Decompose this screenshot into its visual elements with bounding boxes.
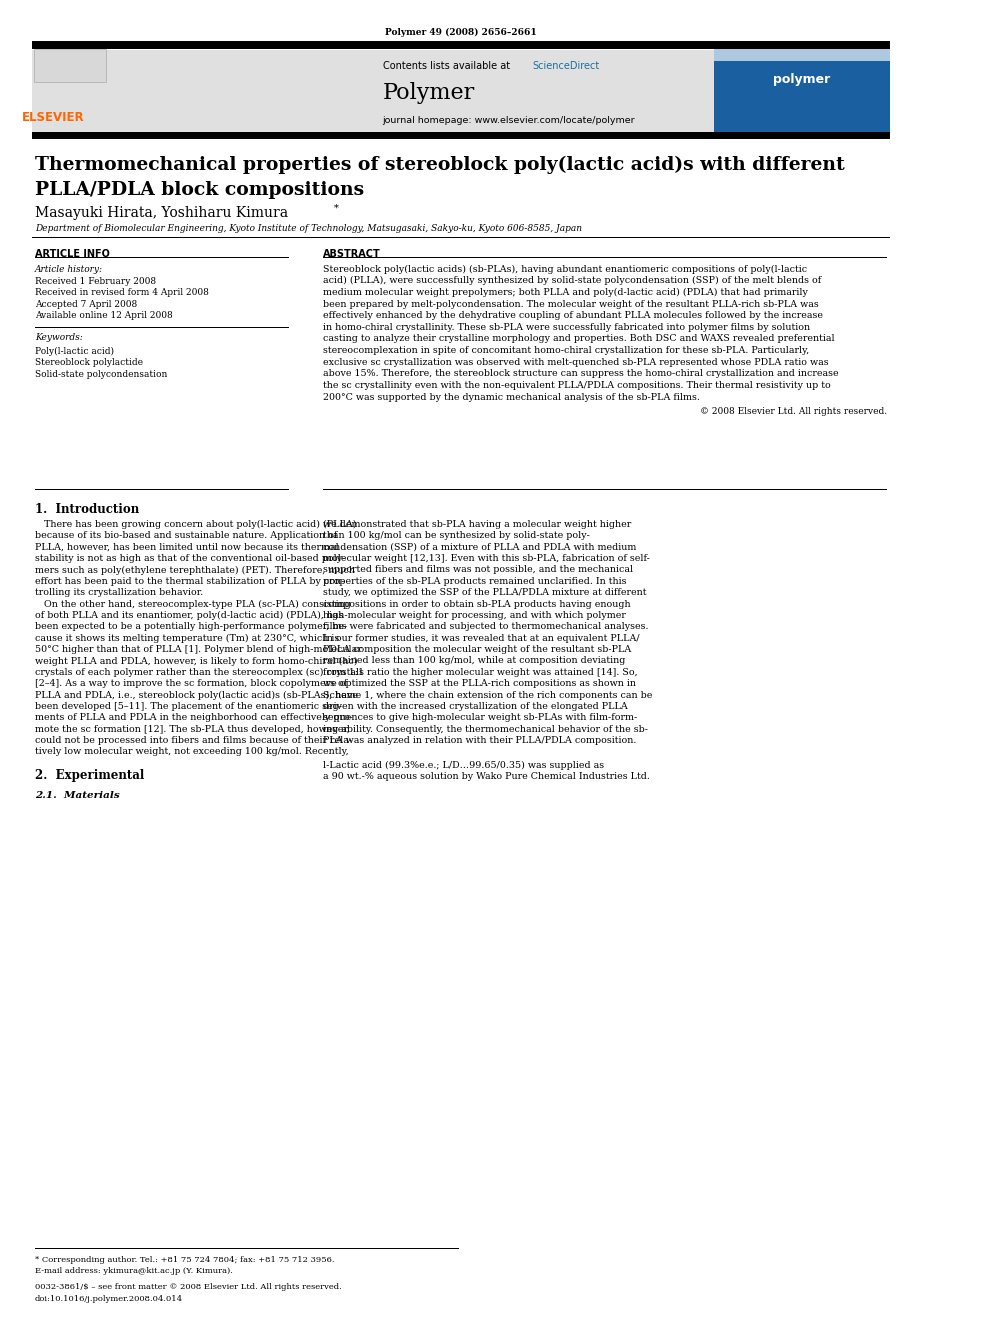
Text: 1.  Introduction: 1. Introduction <box>35 503 139 516</box>
Text: Accepted 7 April 2008: Accepted 7 April 2008 <box>35 300 137 308</box>
Text: Article history:: Article history: <box>35 265 103 274</box>
Text: from 1:1 ratio the higher molecular weight was attained [14]. So,: from 1:1 ratio the higher molecular weig… <box>322 668 637 677</box>
Text: remained less than 100 kg/mol, while at composition deviating: remained less than 100 kg/mol, while at … <box>322 656 625 665</box>
Text: in homo-chiral crystallinity. These sb-PLA were successfully fabricated into pol: in homo-chiral crystallinity. These sb-P… <box>322 323 809 332</box>
Text: 2.  Experimental: 2. Experimental <box>35 770 144 782</box>
Text: films were fabricated and subjected to thermomechanical analyses.: films were fabricated and subjected to t… <box>322 622 648 631</box>
Text: Masayuki Hirata, Yoshiharu Kimura: Masayuki Hirata, Yoshiharu Kimura <box>35 206 288 221</box>
Text: There has been growing concern about poly(l-lactic acid) (PLLA): There has been growing concern about pol… <box>35 520 356 529</box>
Text: trolling its crystallization behavior.: trolling its crystallization behavior. <box>35 589 203 597</box>
Bar <box>714 42 890 61</box>
Text: On the other hand, stereocomplex-type PLA (sc-PLA) consisting: On the other hand, stereocomplex-type PL… <box>35 599 351 609</box>
Text: Stereoblock polylactide: Stereoblock polylactide <box>35 359 143 368</box>
Text: *: * <box>333 204 338 213</box>
Text: 0032-3861/$ – see front matter © 2008 Elsevier Ltd. All rights reserved.: 0032-3861/$ – see front matter © 2008 El… <box>35 1283 342 1291</box>
Text: Keywords:: Keywords: <box>35 333 82 343</box>
Text: driven with the increased crystallization of the elongated PLLA: driven with the increased crystallizatio… <box>322 703 627 710</box>
Bar <box>33 132 890 139</box>
Text: PLLA, however, has been limited until now because its thermal: PLLA, however, has been limited until no… <box>35 542 339 552</box>
Bar <box>33 50 714 132</box>
Text: above 15%. Therefore, the stereoblock structure can suppress the homo-chiral cry: above 15%. Therefore, the stereoblock st… <box>322 369 838 378</box>
Text: high-molecular weight for processing, and with which polymer: high-molecular weight for processing, an… <box>322 611 626 620</box>
Text: ing ability. Consequently, the thermomechanical behavior of the sb-: ing ability. Consequently, the thermomec… <box>322 725 648 734</box>
Text: we optimized the SSP at the PLLA-rich compositions as shown in: we optimized the SSP at the PLLA-rich co… <box>322 679 636 688</box>
Text: mote the sc formation [12]. The sb-PLA thus developed, however,: mote the sc formation [12]. The sb-PLA t… <box>35 725 350 734</box>
Bar <box>34 49 106 82</box>
Text: Poly(l-lactic acid): Poly(l-lactic acid) <box>35 347 114 356</box>
Text: Department of Biomolecular Engineering, Kyoto Institute of Technology, Matsugasa: Department of Biomolecular Engineering, … <box>35 224 582 233</box>
Text: effectively enhanced by the dehydrative coupling of abundant PLLA molecules foll: effectively enhanced by the dehydrative … <box>322 311 822 320</box>
Text: been developed [5–11]. The placement of the enantiomeric seg-: been developed [5–11]. The placement of … <box>35 703 342 710</box>
Text: Thermomechanical properties of stereoblock poly(lactic acid)s with different: Thermomechanical properties of stereoblo… <box>35 156 845 175</box>
Text: condensation (SSP) of a mixture of PLLA and PDLA with medium: condensation (SSP) of a mixture of PLLA … <box>322 542 636 552</box>
Text: the sc crystallinity even with the non-equivalent PLLA/PDLA compositions. Their : the sc crystallinity even with the non-e… <box>322 381 830 390</box>
Text: could not be processed into fibers and films because of their rela-: could not be processed into fibers and f… <box>35 736 352 745</box>
Text: effort has been paid to the thermal stabilization of PLLA by con-: effort has been paid to the thermal stab… <box>35 577 344 586</box>
Text: molecular weight [12,13]. Even with this sb-PLA, fabrication of self-: molecular weight [12,13]. Even with this… <box>322 554 650 564</box>
Text: medium molecular weight prepolymers; both PLLA and poly(d-lactic acid) (PDLA) th: medium molecular weight prepolymers; bot… <box>322 288 807 296</box>
Bar <box>33 41 890 49</box>
Text: we demonstrated that sb-PLA having a molecular weight higher: we demonstrated that sb-PLA having a mol… <box>322 520 631 529</box>
Text: PLA was analyzed in relation with their PLLA/PDLA composition.: PLA was analyzed in relation with their … <box>322 736 636 745</box>
Text: doi:10.1016/j.polymer.2008.04.014: doi:10.1016/j.polymer.2008.04.014 <box>35 1295 184 1303</box>
Text: stability is not as high as that of the conventional oil-based poly-: stability is not as high as that of the … <box>35 554 345 564</box>
Text: mers such as poly(ethylene terephthalate) (PET). Therefore, much: mers such as poly(ethylene terephthalate… <box>35 565 355 574</box>
Text: l-Lactic acid (99.3%e.e.; L/D…99.65/0.35) was supplied as: l-Lactic acid (99.3%e.e.; L/D…99.65/0.35… <box>322 761 604 770</box>
Text: PLLA and PDLA, i.e., stereoblock poly(lactic acid)s (sb-PLAs), have: PLLA and PDLA, i.e., stereoblock poly(la… <box>35 691 358 700</box>
Text: Available online 12 April 2008: Available online 12 April 2008 <box>35 311 173 320</box>
Text: been expected to be a potentially high-performance polymer, be-: been expected to be a potentially high-p… <box>35 622 347 631</box>
Text: sequences to give high-molecular weight sb-PLAs with film-form-: sequences to give high-molecular weight … <box>322 713 637 722</box>
Text: Solid-state polycondensation: Solid-state polycondensation <box>35 370 168 378</box>
Text: ARTICLE INFO: ARTICLE INFO <box>35 249 110 259</box>
Text: 2.1.  Materials: 2.1. Materials <box>35 791 120 799</box>
Text: In our former studies, it was revealed that at an equivalent PLLA/: In our former studies, it was revealed t… <box>322 634 639 643</box>
Text: cause it shows its melting temperature (Tm) at 230°C, which is: cause it shows its melting temperature (… <box>35 634 339 643</box>
Text: polymer: polymer <box>774 73 830 86</box>
Text: properties of the sb-PLA products remained unclarified. In this: properties of the sb-PLA products remain… <box>322 577 626 586</box>
Bar <box>714 42 890 132</box>
Text: * Corresponding author. Tel.: +81 75 724 7804; fax: +81 75 712 3956.: * Corresponding author. Tel.: +81 75 724… <box>35 1256 334 1263</box>
Text: © 2008 Elsevier Ltd. All rights reserved.: © 2008 Elsevier Ltd. All rights reserved… <box>699 407 887 415</box>
Text: compositions in order to obtain sb-PLA products having enough: compositions in order to obtain sb-PLA p… <box>322 599 630 609</box>
Text: been prepared by melt-polycondensation. The molecular weight of the resultant PL: been prepared by melt-polycondensation. … <box>322 299 818 308</box>
Text: E-mail address: ykimura@kit.ac.jp (Y. Kimura).: E-mail address: ykimura@kit.ac.jp (Y. Ki… <box>35 1267 233 1275</box>
Text: acid) (PLLA), were successfully synthesized by solid-state polycondensation (SSP: acid) (PLLA), were successfully synthesi… <box>322 277 821 286</box>
Text: casting to analyze their crystalline morphology and properties. Both DSC and WAX: casting to analyze their crystalline mor… <box>322 335 834 344</box>
Text: because of its bio-based and sustainable nature. Application of: because of its bio-based and sustainable… <box>35 532 337 540</box>
Text: supported fibers and films was not possible, and the mechanical: supported fibers and films was not possi… <box>322 565 633 574</box>
Text: ABSTRACT: ABSTRACT <box>322 249 380 259</box>
Text: PDLA composition the molecular weight of the resultant sb-PLA: PDLA composition the molecular weight of… <box>322 646 631 654</box>
Text: journal homepage: www.elsevier.com/locate/polymer: journal homepage: www.elsevier.com/locat… <box>383 116 635 126</box>
Text: stereocomplexation in spite of concomitant homo-chiral crystallization for these: stereocomplexation in spite of concomita… <box>322 347 808 355</box>
Text: Polymer 49 (2008) 2656–2661: Polymer 49 (2008) 2656–2661 <box>385 28 537 37</box>
Text: crystals of each polymer rather than the stereocomplex (sc) crystals: crystals of each polymer rather than the… <box>35 668 364 677</box>
Text: study, we optimized the SSP of the PLLA/PDLA mixture at different: study, we optimized the SSP of the PLLA/… <box>322 589 646 597</box>
Text: ments of PLLA and PDLA in the neighborhood can effectively pro-: ments of PLLA and PDLA in the neighborho… <box>35 713 353 722</box>
Text: 50°C higher than that of PLLA [1]. Polymer blend of high-molecular: 50°C higher than that of PLLA [1]. Polym… <box>35 646 362 654</box>
Text: Received in revised form 4 April 2008: Received in revised form 4 April 2008 <box>35 288 209 298</box>
Text: PLLA/PDLA block compositions: PLLA/PDLA block compositions <box>35 181 364 200</box>
Text: Stereoblock poly(lactic acids) (sb-PLAs), having abundant enantiomeric compositi: Stereoblock poly(lactic acids) (sb-PLAs)… <box>322 265 806 274</box>
Text: ScienceDirect: ScienceDirect <box>533 61 600 71</box>
Text: Polymer: Polymer <box>383 82 475 105</box>
Text: Received 1 February 2008: Received 1 February 2008 <box>35 277 156 286</box>
Text: tively low molecular weight, not exceeding 100 kg/mol. Recently,: tively low molecular weight, not exceedi… <box>35 747 349 757</box>
Text: exclusive sc crystallization was observed with melt-quenched sb-PLA represented : exclusive sc crystallization was observe… <box>322 357 828 366</box>
Text: weight PLLA and PDLA, however, is likely to form homo-chiral (hc): weight PLLA and PDLA, however, is likely… <box>35 656 358 665</box>
Text: [2–4]. As a way to improve the sc formation, block copolymers of: [2–4]. As a way to improve the sc format… <box>35 679 347 688</box>
Text: Scheme 1, where the chain extension of the rich components can be: Scheme 1, where the chain extension of t… <box>322 691 652 700</box>
Text: 200°C was supported by the dynamic mechanical analysis of the sb-PLA films.: 200°C was supported by the dynamic mecha… <box>322 393 699 402</box>
Text: than 100 kg/mol can be synthesized by solid-state poly-: than 100 kg/mol can be synthesized by so… <box>322 532 589 540</box>
Text: ELSEVIER: ELSEVIER <box>22 111 84 124</box>
Text: Contents lists available at: Contents lists available at <box>383 61 513 71</box>
Text: a 90 wt.-% aqueous solution by Wako Pure Chemical Industries Ltd.: a 90 wt.-% aqueous solution by Wako Pure… <box>322 773 650 781</box>
Text: of both PLLA and its enantiomer, poly(d-lactic acid) (PDLA), has: of both PLLA and its enantiomer, poly(d-… <box>35 611 343 620</box>
